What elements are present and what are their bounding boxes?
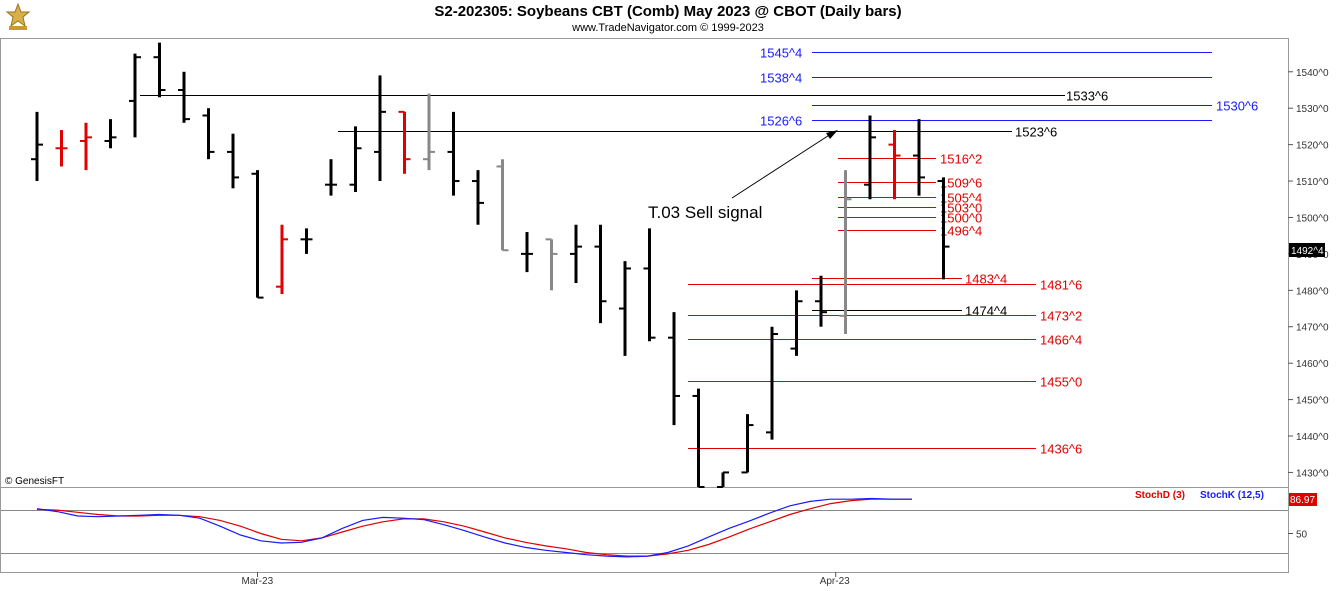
stoch-tick-label: 50 [1296,530,1308,541]
date-tick-label: Mar-23 [242,576,274,587]
annotation-text: T.03 Sell signal [648,203,762,222]
price-tick-label: 1530^0 [1296,104,1329,115]
ohlc-bar [129,53,141,138]
ohlc-bar [643,228,656,342]
stoch-line [36,497,912,558]
level-label: 1526^6 [760,114,802,129]
stoch-line [36,498,912,557]
chart-header: S2-202305: Soybeans CBT (Comb) May 2023 … [0,0,1336,38]
price-tick-label: 1480^0 [1296,286,1329,297]
stoch-value-box [1289,493,1317,506]
price-tick-label: 1500^0 [1296,213,1329,224]
ohlc-bar [276,224,288,294]
ohlc-bar [227,133,239,189]
ohlc-bar [913,119,925,196]
level-label: 1474^4 [965,304,1007,319]
level-label: 1496^4 [940,224,982,239]
chart-title: S2-202305: Soybeans CBT (Comb) May 2023 … [434,3,902,20]
level-label: 1455^0 [1040,375,1082,390]
ohlc-bar [178,71,190,123]
stochastic-indicator: 50 [36,497,1308,558]
level-label: 1503^0 [940,201,982,216]
ohlc-bar [766,326,778,440]
ohlc-bar [104,119,117,149]
price-tick-label: 1520^0 [1296,141,1329,152]
level-label: 1483^4 [965,272,1007,287]
stoch-panel-frame [0,487,1289,573]
stoch-value-label: 86.97 [1290,495,1315,506]
ohlc-bar [251,170,264,299]
price-tick-label: 1440^0 [1296,432,1329,443]
ohlc-bar [668,312,680,426]
price-tick-label: 1540^0 [1296,68,1329,79]
ohlc-bar [741,414,754,474]
ohlc-bar [717,471,729,488]
level-label: 1481^6 [1040,278,1082,293]
level-label: 1530^6 [1216,99,1258,114]
annotation-arrow [731,131,835,199]
level-label: 1509^6 [940,176,982,191]
ohlc-bar [839,170,852,335]
ohlc-bar [594,224,607,324]
level-label: 1545^4 [760,46,802,61]
ohlc-bars [31,42,950,488]
copyright-text: © GenesisFT [5,476,64,487]
ohlc-bar [374,75,386,182]
level-label: 1500^0 [940,211,982,226]
ohlc-bar [692,388,705,488]
ohlc-bar [888,130,901,200]
ohlc-bar [423,93,435,171]
date-axis: Mar-23 Apr-23 [242,572,850,587]
ohlc-bar [325,159,337,196]
price-tick-label: 1510^0 [1296,177,1329,188]
price-levels: 1545^4 1538^4 1533^6 1530^6 1526^6 1523^6 1516… [140,46,1258,457]
ohlc-bar [472,170,484,225]
ohlc-bar [570,224,582,284]
level-label: 1436^6 [1040,442,1082,457]
ohlc-bar [55,130,68,167]
ohlc-bar [496,159,509,252]
last-price-box [1289,243,1325,257]
ohlc-bar [447,111,460,196]
ohlc-bar [815,275,827,327]
level-label: 1466^4 [1040,333,1082,348]
ohlc-bar [349,126,362,192]
ohlc-bar [202,108,215,160]
ohlc-bar [300,228,313,254]
ohlc-bar [153,42,166,98]
ohlc-bar [80,122,92,171]
level-label: 1533^6 [1066,89,1108,104]
stochk-legend: StochK (12,5) [1200,490,1264,501]
level-label: 1538^4 [760,71,802,86]
date-tick-label: Apr-23 [820,576,850,587]
trade-navigator-logo-icon [3,2,33,39]
price-axis: 1430^01440^01450^01460^01470^01480^01490… [1288,68,1329,479]
chart-subtitle: www.TradeNavigator.com © 1999-2023 [572,22,764,34]
last-price-label: 1492^4 [1291,246,1324,257]
stochd-legend: StochD (3) [1135,490,1185,501]
ohlc-bar [619,261,631,356]
price-tick-label: 1470^0 [1296,323,1329,334]
ohlc-bar [398,110,411,174]
annotation-arrowhead [826,130,838,139]
ohlc-bar [31,111,43,182]
ohlc-bar [545,238,558,291]
price-tick-label: 1430^0 [1296,468,1329,479]
level-label: 1516^2 [940,152,982,167]
level-label: 1523^6 [1015,125,1057,140]
ohlc-bar [521,232,533,273]
price-tick-label: 1450^0 [1296,396,1329,407]
ohlc-bar [790,290,803,356]
ohlc-bar [937,177,950,280]
level-label: 1473^2 [1040,309,1082,324]
price-tick-label: 1460^0 [1296,359,1329,370]
ohlc-bar [864,115,876,200]
level-label: 1505^4 [940,191,982,206]
